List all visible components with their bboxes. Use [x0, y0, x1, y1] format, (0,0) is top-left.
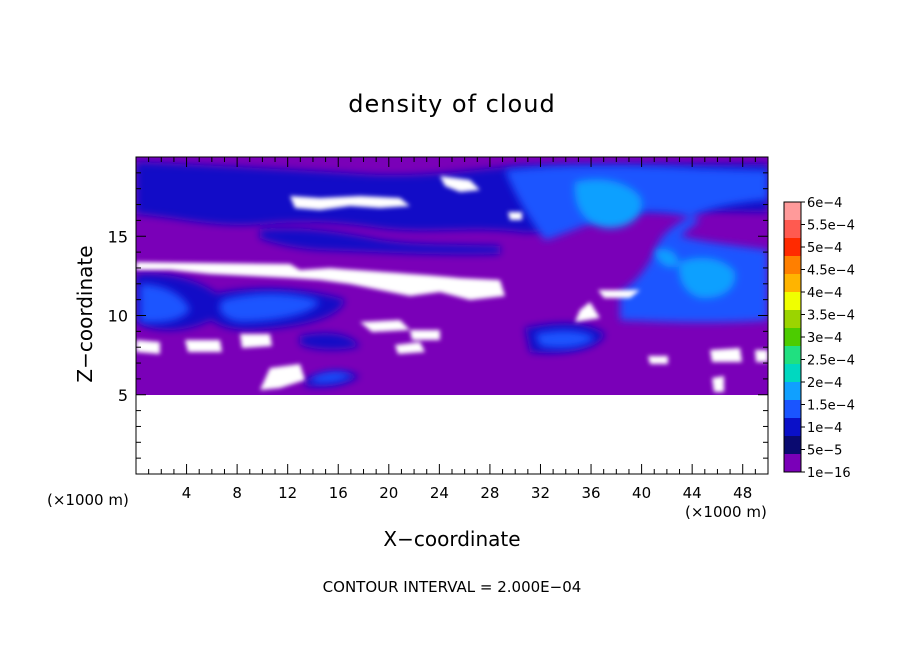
y-axis: 5 10 15 [108, 172, 768, 459]
colorbar-label: 4e−4 [807, 286, 842, 301]
x-tick-label: 12 [278, 484, 297, 502]
colorbar-swatch [784, 364, 801, 383]
colorbar-label: 1.5e−4 [807, 399, 855, 414]
colorbar-swatch [784, 274, 801, 293]
colorbar-swatch [784, 454, 801, 473]
colorbar-label: 6e−4 [807, 196, 842, 211]
colorbar-label: 2.5e−4 [807, 354, 855, 369]
colorbar-swatch [784, 220, 801, 239]
y-tick-label: 5 [118, 386, 128, 405]
field-level-1.5e-4 [574, 179, 736, 299]
colorbar-legend: 6e−4 5.5e−4 5e−4 4.5e−4 4e−4 3.5e−4 3e−4 2.5e−4… [783, 196, 855, 481]
x-tick-label: 8 [232, 484, 242, 502]
x-unit-label-left: (×1000 m) [47, 491, 129, 509]
colorbar-swatch [784, 328, 801, 347]
colorbar-label: 5.5e−4 [807, 219, 855, 234]
chart-title: density of cloud [348, 90, 555, 118]
y-axis-label: Z−coordinate [73, 245, 97, 382]
y-tick-label: 10 [108, 307, 128, 326]
x-tick-label: 16 [329, 484, 348, 502]
colorbar-swatch [784, 400, 801, 419]
colorbar-swatch [784, 310, 801, 329]
colorbar-label: 4.5e−4 [807, 264, 855, 279]
x-tick-label: 40 [632, 484, 651, 502]
colorbar-label: 2e−4 [807, 376, 842, 391]
colorbar-label: 5e−4 [807, 241, 842, 256]
x-tick-label: 24 [430, 484, 449, 502]
colorbar-swatch [784, 202, 801, 221]
colorbar-swatch [784, 436, 801, 455]
colorbar-swatch [784, 382, 801, 401]
colorbar-label: 1e−16 [807, 466, 851, 481]
x-tick-label: 32 [531, 484, 550, 502]
contour-interval-note: CONTOUR INTERVAL = 2.000E−04 [323, 578, 582, 596]
colorbar-label: 3e−4 [807, 331, 842, 346]
colorbar-label: 5e−5 [807, 444, 842, 459]
field-empty-lower [136, 395, 768, 474]
x-tick-label: 20 [379, 484, 398, 502]
field-empty-regions [136, 176, 768, 392]
y-tick-label: 15 [108, 227, 128, 246]
x-tick-label: 28 [480, 484, 499, 502]
colorbar-swatch [784, 238, 801, 257]
colorbar-swatch [784, 346, 801, 365]
x-tick-label: 48 [733, 484, 752, 502]
x-unit-label-right: (×1000 m) [685, 503, 767, 521]
x-tick-label: 44 [683, 484, 702, 502]
x-axis-label: X−coordinate [383, 527, 520, 551]
x-tick-label: 36 [581, 484, 600, 502]
colorbar-label: 1e−4 [807, 421, 842, 436]
plot-area [136, 157, 768, 474]
x-tick-label: 4 [182, 484, 192, 502]
colorbar-swatch [784, 292, 801, 311]
x-axis: 4 8 12 16 20 24 28 32 36 40 44 48 [148, 157, 756, 502]
colorbar-swatch [784, 256, 801, 275]
colorbar-label: 3.5e−4 [807, 309, 855, 324]
colorbar-swatch [784, 418, 801, 437]
